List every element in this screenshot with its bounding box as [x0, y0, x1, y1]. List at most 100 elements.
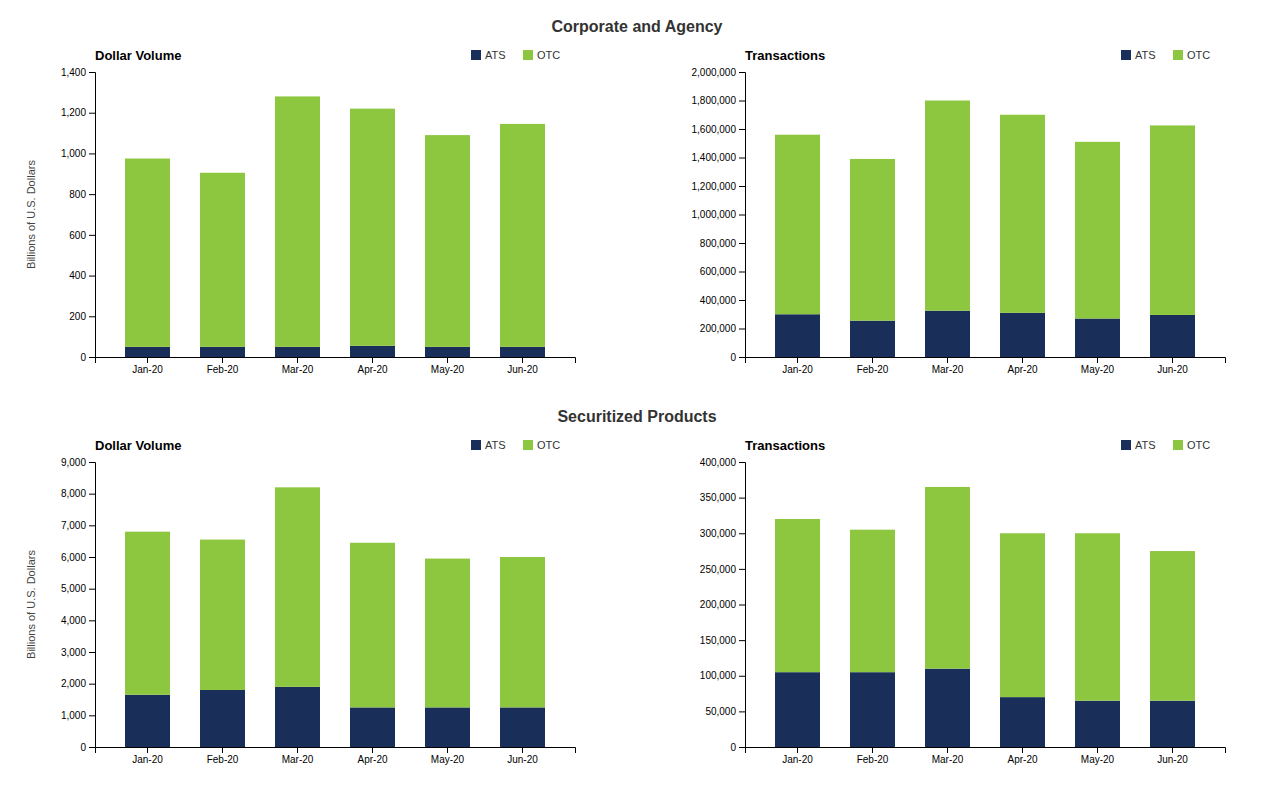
bar	[1075, 701, 1120, 747]
x-tick: Jun-20	[1157, 357, 1188, 375]
y-tick-label: 1,400	[61, 67, 86, 78]
y-tick-label: 5,000	[61, 583, 86, 594]
bars	[775, 487, 1195, 747]
y-tick: 400	[69, 270, 95, 281]
legend-label: OTC	[537, 439, 560, 451]
y-tick-label: 9,000	[61, 457, 86, 468]
x-tick: May-20	[1081, 747, 1115, 765]
bar	[350, 346, 395, 357]
y-tick: 8,000	[61, 488, 95, 499]
x-tick-label: Feb-20	[207, 364, 239, 375]
y-tick-mark	[89, 235, 95, 236]
x-tick-mark	[297, 747, 298, 753]
y-axis: 02004006008001,0001,2001,400	[61, 67, 96, 363]
bar	[200, 540, 245, 690]
bar	[350, 707, 395, 747]
legend-item: OTC	[1173, 439, 1210, 451]
y-tick-mark	[739, 533, 745, 534]
x-tick-label: Jun-20	[1157, 754, 1188, 765]
y-tick-label: 200,000	[700, 323, 737, 334]
x-tick-label: Jan-20	[782, 364, 813, 375]
bar	[850, 672, 895, 747]
y-tick-label: 3,000	[61, 647, 86, 658]
x-tick-label: Feb-20	[207, 754, 239, 765]
y-tick: 2,000,000	[692, 67, 746, 78]
y-tick-label: 8,000	[61, 488, 86, 499]
y-tick-label: 0	[80, 352, 86, 363]
legend-swatch	[1121, 440, 1131, 450]
bar	[200, 690, 245, 747]
y-tick-mark	[739, 498, 745, 499]
x-axis-line	[746, 358, 1226, 364]
x-tick: Apr-20	[1007, 357, 1037, 375]
bar	[1000, 533, 1045, 697]
panel: 01,0002,0003,0004,0005,0006,0007,0008,00…	[25, 438, 576, 765]
y-tick-label: 1,000	[61, 710, 86, 721]
x-tick: Feb-20	[207, 747, 239, 765]
y-axis-title: Billions of U.S. Dollars	[25, 160, 37, 269]
y-tick: 1,200,000	[692, 181, 746, 192]
y-tick: 300,000	[700, 528, 745, 539]
section-title: Securitized Products	[557, 408, 716, 425]
y-tick-mark	[739, 215, 745, 216]
legend-swatch	[1121, 50, 1131, 60]
bar	[125, 532, 170, 695]
x-tick-label: Feb-20	[857, 754, 889, 765]
y-axis-title: Billions of U.S. Dollars	[25, 550, 37, 659]
y-tick: 600	[69, 230, 95, 241]
bar	[775, 672, 820, 747]
legend-label: ATS	[485, 49, 506, 61]
bar	[350, 543, 395, 708]
y-tick-label: 800,000	[700, 238, 737, 249]
x-tick-label: Jan-20	[132, 754, 163, 765]
x-tick-label: Mar-20	[932, 754, 964, 765]
legend: ATSOTC	[1121, 439, 1210, 451]
x-tick-label: Apr-20	[1007, 364, 1037, 375]
bar	[925, 311, 970, 357]
bars	[125, 487, 545, 747]
y-tick-mark	[89, 620, 95, 621]
y-axis: 0200,000400,000600,000800,0001,000,0001,…	[692, 67, 746, 363]
y-tick-mark	[89, 747, 95, 748]
bar	[275, 96, 320, 346]
x-tick-mark	[1097, 357, 1098, 363]
y-tick-mark	[89, 462, 95, 463]
panel-title: Dollar Volume	[95, 438, 181, 453]
y-tick: 1,600,000	[692, 124, 746, 135]
y-tick-mark	[739, 72, 745, 73]
x-axis-line	[746, 748, 1226, 754]
y-tick-label: 350,000	[700, 492, 737, 503]
x-tick-label: Mar-20	[282, 754, 314, 765]
y-tick-mark	[89, 357, 95, 358]
x-tick-mark	[1172, 747, 1173, 753]
bar-series	[775, 101, 1195, 321]
legend-swatch	[523, 440, 533, 450]
x-tick-label: Apr-20	[357, 364, 387, 375]
y-tick: 0	[80, 742, 95, 753]
x-tick: Mar-20	[932, 747, 964, 765]
x-axis: Jan-20Feb-20Mar-20Apr-20May-20Jun-20	[96, 747, 576, 765]
y-tick: 50,000	[705, 706, 745, 717]
y-tick: 1,000	[61, 710, 95, 721]
bar	[1150, 125, 1195, 315]
bar	[850, 321, 895, 357]
x-axis: Jan-20Feb-20Mar-20Apr-20May-20Jun-20	[746, 357, 1226, 375]
y-tick-label: 1,200	[61, 107, 86, 118]
y-tick-mark	[89, 684, 95, 685]
bars	[775, 101, 1195, 358]
x-tick-label: Jan-20	[132, 364, 163, 375]
y-tick-mark	[739, 101, 745, 102]
x-tick-mark	[522, 747, 523, 753]
x-tick-mark	[1172, 357, 1173, 363]
x-tick-label: Mar-20	[932, 364, 964, 375]
x-tick: May-20	[1081, 357, 1115, 375]
y-tick: 0	[80, 352, 95, 363]
bar-series	[125, 487, 545, 707]
y-tick-mark	[739, 462, 745, 463]
y-tick-label: 1,000,000	[692, 209, 737, 220]
section-title: Corporate and Agency	[552, 18, 723, 35]
bar	[200, 347, 245, 357]
y-tick: 100,000	[700, 670, 745, 681]
y-tick-label: 1,000	[61, 148, 86, 159]
x-tick-mark	[447, 357, 448, 363]
